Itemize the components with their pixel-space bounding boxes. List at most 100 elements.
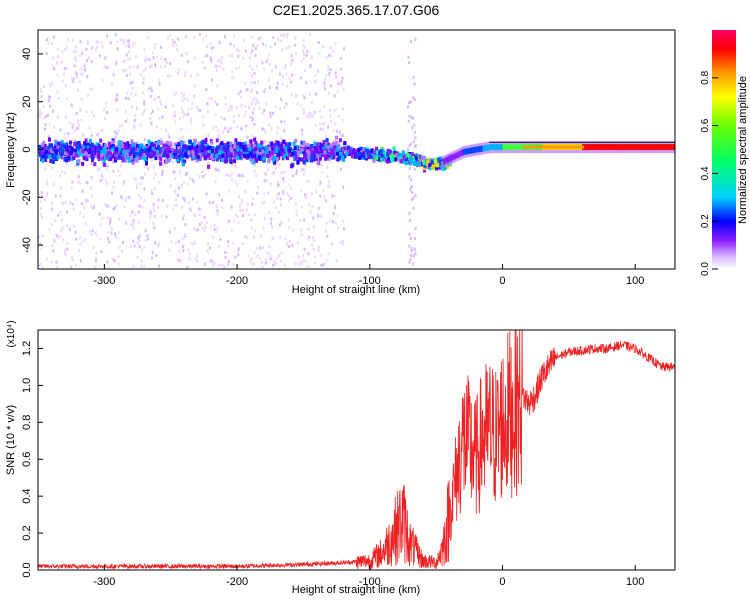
spectrogram-cell [310,144,314,149]
spectrogram-cell [177,146,181,151]
spectrogram-cell [182,217,185,221]
spectrogram-cell [60,229,63,233]
spectrogram-cell [271,237,274,241]
spectrogram-cell [633,145,637,149]
spectrogram-cell [329,114,332,118]
snr-y-tick-label: 1.0 [21,378,33,393]
spectrogram-cell [246,88,249,92]
spectrogram-cell [307,155,311,160]
spectrogram-cell [398,158,402,163]
spectrogram-cell [61,60,64,64]
spectrogram-cell [324,146,328,151]
spectrogram-cell [176,48,179,52]
spectrogram-cell [184,234,187,238]
spectrogram-cell [140,264,143,268]
spectrogram-cell [325,56,328,60]
spectrogram-cell [182,115,185,119]
spectrogram-cell [101,146,105,151]
spectrogram-cell [518,144,522,151]
spectrogram-cell [145,161,148,166]
spectrogram-cell [214,113,217,117]
spectrogram-cell [104,153,108,158]
spectrogram-cell [231,172,234,176]
spectrogram-cell [332,212,335,216]
spectrogram-cell [302,49,305,53]
spectrogram-cell [70,266,73,269]
spectrogram-cell [161,162,164,166]
spectrogram-cell [276,197,279,201]
spectrogram-cell [77,126,80,130]
spectrogram-cell [90,87,93,91]
spectrogram-cell [122,182,125,186]
spectrogram-cell [244,104,247,108]
spectrogram-cell [673,145,675,149]
spectrogram-cell [649,145,653,149]
spectrogram-cell [101,155,105,160]
spectrogram-cell [80,97,83,101]
spectrogram-cell [407,119,410,123]
spectrogram-cell [77,151,81,156]
spectrogram-cell [50,207,53,211]
spectrogram-cell [90,175,92,179]
spectrogram-cell [163,148,167,152]
spectrogram-cell [213,228,216,231]
spectrogram-cell [122,150,126,155]
spectrogram-cell [168,248,171,252]
spectrogram-cell [306,180,309,184]
spectrogram-cell [256,254,259,258]
spectrogram-cell [106,164,109,168]
spectrogram-cell [278,143,281,148]
spectrogram-cell [277,183,280,187]
spectrogram-cell [78,248,80,252]
spectrogram-cell [233,114,236,118]
spectrogram-cell [227,244,230,248]
spectrogram-cell [117,147,121,152]
spectrogram-cell [104,64,107,68]
spectrogram-cell [153,46,156,50]
spectrogram-cell [220,263,223,267]
spectrogram-cell [337,226,339,230]
spectrogram-cell [128,151,132,156]
spectrogram-cell [71,125,74,129]
spectrogram-cell [278,163,281,167]
spectrogram-cell [408,244,411,248]
spectrogram-cell [241,208,244,212]
snr-y-axis-label: SNR (10 * v/v) [5,405,17,475]
spectrogram-cell [182,245,185,249]
spectrogram-cell [94,153,98,158]
spectrogram-cell [314,255,317,259]
spectrogram-cell [222,265,225,269]
spectrogram-cell [209,42,212,46]
spectrogram-cell [213,224,216,228]
spectrogram-cell [411,126,414,130]
spectrogram-cell [55,265,58,269]
spectrogram-cell [146,58,149,62]
spectrogram-cell [180,157,184,162]
spectrogram-cell [280,251,283,255]
spectrogram-cell [75,198,78,202]
spectrogram-cell [189,251,191,255]
spectrogram-cell [340,134,343,138]
spectrogram-cell [249,260,252,264]
spectrogram-cell [40,157,44,162]
spectrogram-cell [39,152,43,157]
spectrogram-cell [211,78,213,82]
spectrogram-cell [349,149,353,154]
spectrogram-cell [305,81,308,85]
spectrogram-cell [412,75,415,79]
spectrogram-cell [392,153,396,158]
spectrogram-cell [136,186,138,190]
spectrogram-cell [63,132,66,136]
spectrogram-cell [329,219,332,223]
spectrogram-cell [53,67,56,71]
spectrogram-cell [343,227,345,231]
spectrogram-cell [255,158,258,163]
spectrogram-cell [43,116,45,120]
spectrogram-cell [180,91,183,95]
spectrogram-cell [165,61,168,65]
spectrogram-cell [172,170,175,173]
spectrogram-cell [158,181,161,185]
spectrogram-cell [174,198,177,202]
spectrogram-cell [117,129,120,133]
spectrogram-cell [45,115,48,118]
